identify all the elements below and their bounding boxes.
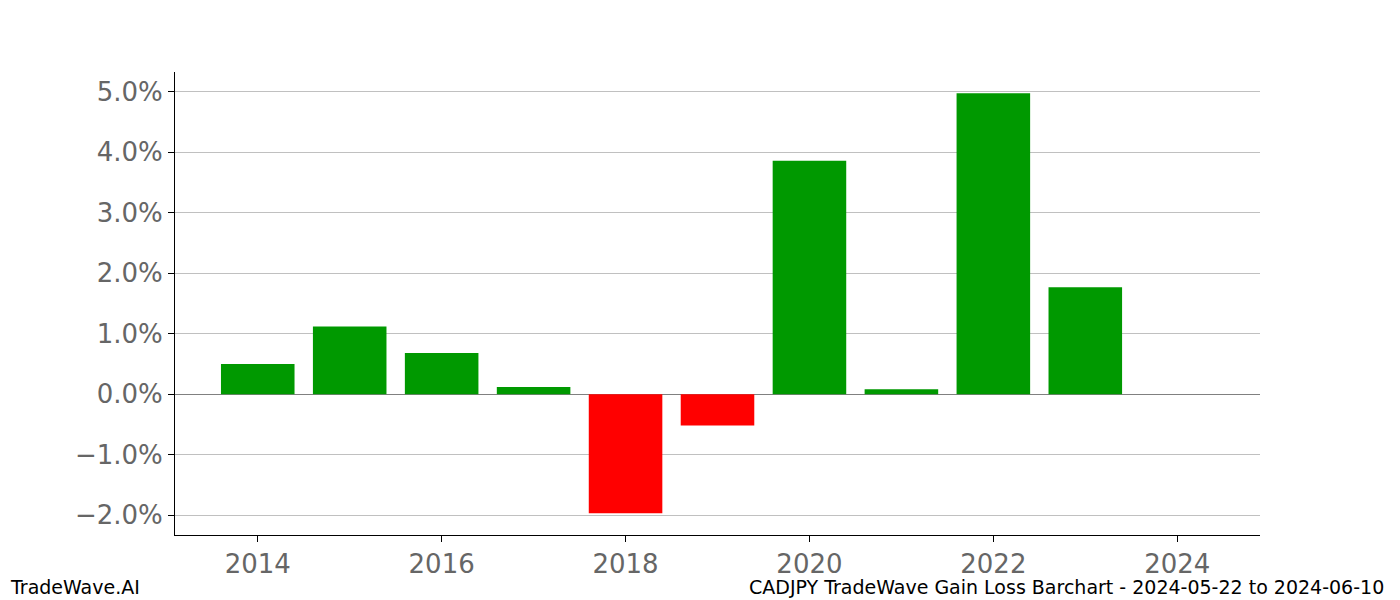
svg-text:−2.0%: −2.0%: [75, 500, 163, 530]
svg-text:2018: 2018: [592, 549, 658, 579]
svg-text:0.0%: 0.0%: [97, 379, 163, 409]
svg-text:2022: 2022: [960, 549, 1026, 579]
svg-text:2016: 2016: [409, 549, 475, 579]
svg-text:TradeWave.AI: TradeWave.AI: [10, 576, 140, 598]
svg-text:−1.0%: −1.0%: [75, 440, 163, 470]
svg-text:1.0%: 1.0%: [97, 319, 163, 349]
svg-text:4.0%: 4.0%: [97, 137, 163, 167]
svg-text:2.0%: 2.0%: [97, 258, 163, 288]
svg-text:2014: 2014: [225, 549, 291, 579]
svg-text:CADJPY TradeWave Gain Loss Bar: CADJPY TradeWave Gain Loss Barchart - 20…: [749, 576, 1384, 598]
svg-text:2020: 2020: [776, 549, 842, 579]
svg-text:5.0%: 5.0%: [97, 77, 163, 107]
svg-text:3.0%: 3.0%: [97, 198, 163, 228]
svg-text:2024: 2024: [1144, 549, 1210, 579]
